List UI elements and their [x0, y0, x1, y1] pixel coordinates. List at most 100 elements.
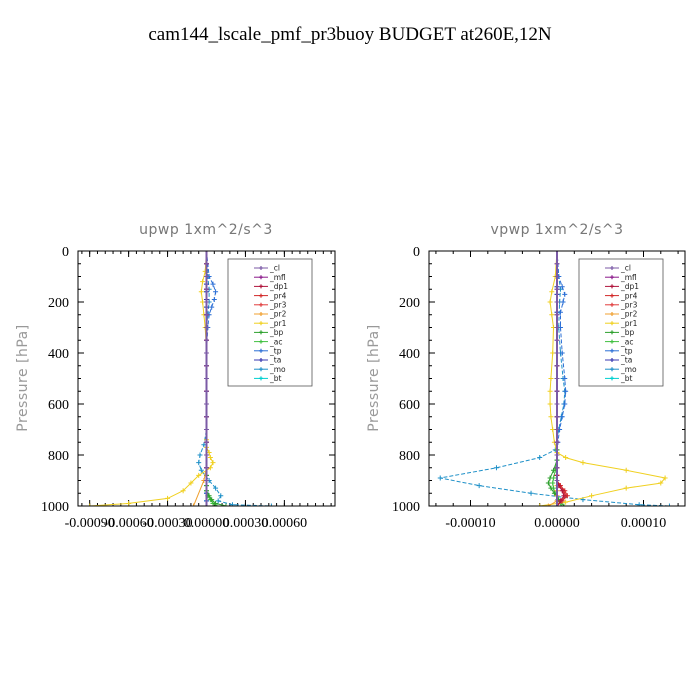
- series-point-bp: [223, 503, 229, 506]
- series-point-pr1: [550, 427, 556, 432]
- series-point-tp: [209, 304, 215, 310]
- series-point-bp: [547, 475, 553, 481]
- series-point-mo: [229, 502, 235, 506]
- series-point-mo: [218, 493, 224, 499]
- legend-marker-tp: [610, 348, 614, 353]
- series-point-dp1: [561, 493, 567, 499]
- series-point-pr1: [580, 460, 586, 466]
- legend-label-pr1: _pr1: [620, 319, 638, 328]
- series-point-mo: [213, 485, 219, 491]
- series-point-pr1: [547, 299, 553, 305]
- series-point-pr1: [549, 289, 555, 295]
- legend-marker-bp: [259, 330, 263, 335]
- series-point-pr1: [165, 495, 171, 501]
- plot-frame-upwp: [77, 250, 336, 507]
- series-point-cl: [554, 388, 560, 394]
- plot-frame-vpwp: [428, 250, 686, 507]
- y-tick-label: 200: [399, 296, 420, 311]
- legend-marker-dp1: [259, 284, 263, 289]
- y-tick-label: 0: [62, 245, 69, 260]
- legend-vpwp: _cl_mfl_dp1_pr4_pr3_pr2_pr1_bp_ac_tp_ta_…: [578, 258, 664, 387]
- series-point-cl: [204, 261, 209, 267]
- legend-upwp: _cl_mfl_dp1_pr4_pr3_pr2_pr1_bp_ac_tp_ta_…: [227, 258, 313, 387]
- legend-label-mo: _mo: [269, 365, 286, 374]
- x-tick-label: 0.00000: [534, 516, 580, 531]
- series-point-cl: [204, 388, 209, 394]
- series-point-pr1: [547, 388, 553, 394]
- series-point-pr1: [623, 467, 629, 473]
- series-point-pr1: [589, 493, 595, 499]
- series-point-cl: [554, 439, 560, 445]
- series-point-cl: [554, 503, 560, 506]
- series-point-pr2: [191, 503, 197, 506]
- legend-marker-cl: [259, 266, 263, 270]
- legend-label-pr4: _pr4: [620, 291, 638, 300]
- legend-marker-pr4: [259, 293, 263, 298]
- series-point-pr1: [210, 460, 216, 466]
- y-tick-label: 200: [48, 296, 69, 311]
- series-point-cl: [554, 427, 560, 432]
- legend-marker-pr2: [610, 312, 614, 316]
- series-point-cl: [204, 363, 209, 369]
- series-point-pr1: [180, 488, 186, 494]
- y-axis-label-upwp: Pressure [hPa]: [15, 324, 31, 431]
- legend-label-ac: _ac: [269, 337, 282, 346]
- y-tick-label: 800: [399, 449, 420, 464]
- legend-label-ac: _ac: [620, 337, 633, 346]
- series-point-cl: [554, 299, 560, 305]
- series-point-mo: [215, 498, 221, 504]
- series-point-pr1: [547, 401, 553, 407]
- legend-label-pr3: _pr3: [269, 301, 287, 310]
- x-tick-label: -0.00090: [65, 516, 115, 531]
- series-point-tp: [213, 289, 219, 295]
- legend-label-bp: _bp: [620, 328, 635, 337]
- series-point-tp: [562, 376, 568, 381]
- series-point-tp: [562, 401, 568, 407]
- series-point-pr1: [87, 503, 93, 506]
- legend-label-pr2: _pr2: [620, 310, 638, 319]
- legend-marker-bt: [259, 376, 263, 381]
- x-tick-label: 0.00060: [262, 516, 308, 531]
- legend-marker-ac: [259, 339, 263, 344]
- legend-label-mfl: _mfl: [269, 273, 286, 282]
- series-point-pr1: [550, 350, 556, 356]
- axis-ticks-upwp: 0 200 400 600 800 1000-0.00090-0.00060-0.0003…: [41, 245, 335, 531]
- series-clip-group: [437, 251, 672, 506]
- series-point-cl: [204, 414, 209, 420]
- series-point-dp1: [557, 498, 563, 504]
- x-tick-label: 0.00030: [223, 516, 269, 531]
- series-point-bp: [551, 467, 557, 473]
- series-point-cl: [204, 350, 209, 356]
- panel-upwp: upwp 1xm^2/s^3 Pressure [hPa] 0 200 400 600…: [15, 222, 336, 531]
- legend-label-bt: _bt: [620, 374, 633, 383]
- series-point-pr1: [196, 472, 202, 478]
- series-point-cl: [204, 251, 209, 254]
- series-point-bp: [213, 500, 219, 506]
- series-point-cl: [554, 286, 560, 292]
- legend-marker-pr1: [259, 321, 263, 326]
- x-tick-label: 0.00000: [184, 516, 230, 531]
- x-tick-label: -0.00010: [445, 516, 495, 531]
- series-point-tp: [557, 309, 563, 315]
- series-point-cl: [554, 261, 560, 267]
- series-point-cl: [554, 312, 560, 318]
- series-point-cl: [554, 376, 560, 381]
- panel-title-vpwp: vpwp 1xm^2/s^3: [490, 222, 623, 238]
- series-point-ac: [214, 503, 220, 506]
- legend-marker-bt: [610, 376, 614, 381]
- series-point-bp: [209, 497, 215, 503]
- series-point-bp: [545, 480, 551, 486]
- y-axis-label-vpwp: Pressure [hPa]: [366, 324, 382, 431]
- series-point-bp: [548, 485, 554, 491]
- series-point-mo: [528, 490, 534, 496]
- series-point-pr2: [545, 503, 551, 506]
- series-point-cl: [204, 337, 209, 343]
- series-point-cl: [554, 414, 560, 420]
- series-point-pr1: [126, 500, 132, 506]
- legend-label-pr3: _pr3: [620, 301, 638, 310]
- y-tick-label: 1000: [392, 500, 420, 515]
- series-point-mo: [268, 503, 274, 506]
- legend-marker-cl: [610, 266, 614, 270]
- series-point-pr1: [188, 480, 194, 486]
